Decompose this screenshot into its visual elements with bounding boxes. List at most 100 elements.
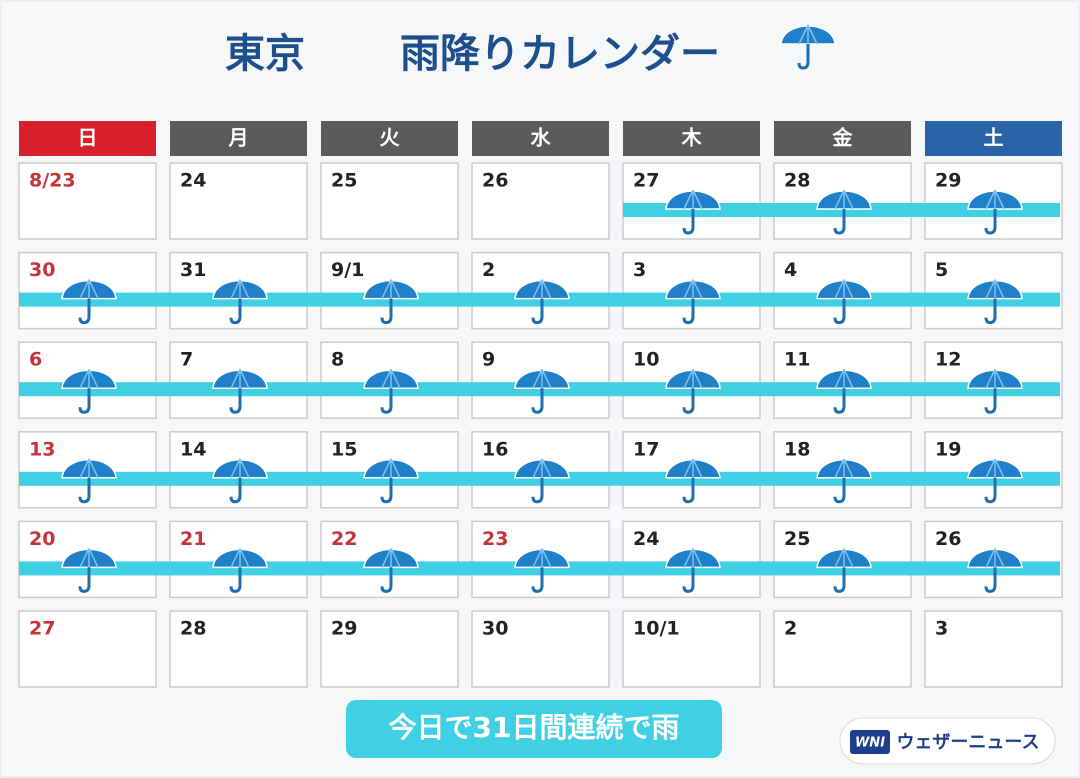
umbrella-ribs [230,548,250,568]
day-date: 14 [180,438,206,460]
umbrella-handle [984,388,997,414]
day-cell [169,610,308,688]
umbrella [61,279,117,325]
umbrella-handle [380,567,393,593]
umbrella-ribs [230,279,250,299]
day-date: 26 [482,170,508,192]
day-date: 2 [482,259,495,281]
rain-band [472,561,623,576]
umbrella-handle [682,298,695,325]
day-date: 4 [784,259,797,281]
umbrella-ribs [683,458,703,479]
umbrella [967,548,1023,593]
day-date: 2 [784,618,797,640]
umbrella [665,189,721,235]
umbrella-handle [531,567,544,593]
umbrella [363,548,419,593]
banner [346,700,722,758]
rain-band [19,292,170,307]
day-date: 26 [935,528,961,550]
umbrella-handle [380,388,393,414]
umbrella [363,368,419,414]
rain-band [925,292,1060,307]
rain-band [623,382,774,397]
umbrella-ribs [985,279,1005,299]
day-date: 20 [29,528,55,550]
umbrella-ribs [532,548,552,568]
umbrella [816,279,872,325]
umbrella-ribs [532,368,552,389]
day-date: 31 [180,259,206,281]
rain-band [170,561,321,576]
day-cell [924,610,1063,688]
day-date: 25 [331,170,357,192]
umbrella-handle [229,388,242,414]
umbrella-ribs [683,279,703,299]
umbrella-handle [531,298,544,325]
umbrella-handle [833,388,846,414]
umbrella-handle [229,298,242,325]
umbrella [665,368,721,414]
title-umbrella [780,24,836,70]
umbrella-handle [682,388,695,414]
weekday-label: 金 [832,126,854,150]
umbrella-handle [380,477,393,504]
umbrella-handle [78,298,91,325]
rain-band [623,471,774,486]
umbrella-ribs [79,548,99,568]
day-date: 29 [331,618,357,640]
rain-band [774,203,925,217]
day-cell [18,610,157,688]
umbrella-ribs [985,458,1005,479]
rain-band [19,382,170,397]
umbrella-handle [78,567,91,593]
umbrella-ribs [985,548,1005,568]
umbrella-handle [531,388,544,414]
umbrella-ribs [798,24,818,45]
day-cell [773,610,912,688]
rain-band [19,471,170,486]
umbrella-handle [833,209,846,235]
day-date: 9 [482,349,495,371]
day-date: 8/23 [29,170,76,192]
day-cell [471,610,610,688]
day-date: 27 [633,170,659,192]
umbrella [514,548,570,593]
weekday-header [170,121,307,156]
umbrella-ribs [381,279,401,299]
day-date: 30 [482,618,508,640]
weekday-header [774,121,911,156]
weekday-label: 月 [228,126,249,150]
rain-band [925,203,1060,217]
rain-band [472,471,623,486]
umbrella-handle [380,298,393,325]
umbrella-ribs [230,458,250,479]
umbrella [212,279,268,325]
day-date: 3 [633,259,646,281]
weekday-label: 土 [984,126,1004,150]
logo-icon [850,730,890,754]
umbrella-handle [229,567,242,593]
umbrella-handle [78,477,91,504]
umbrella-handle [531,477,544,504]
umbrella-ribs [834,279,854,299]
day-date: 17 [633,438,659,460]
umbrella [816,368,872,414]
umbrella [816,458,872,504]
day-date: 29 [935,170,961,192]
umbrella-ribs [683,368,703,389]
day-date: 10/1 [633,618,680,640]
umbrella-ribs [834,189,854,210]
rain-band [925,561,1060,576]
umbrella [363,279,419,325]
umbrella-handle [984,477,997,504]
rain-band [472,382,623,397]
day-date: 30 [29,259,55,281]
rain-band [321,382,472,397]
umbrella [212,368,268,414]
umbrella-handle [682,477,695,504]
umbrella-ribs [834,368,854,389]
umbrella-ribs [683,548,703,568]
umbrella-handle [984,567,997,593]
